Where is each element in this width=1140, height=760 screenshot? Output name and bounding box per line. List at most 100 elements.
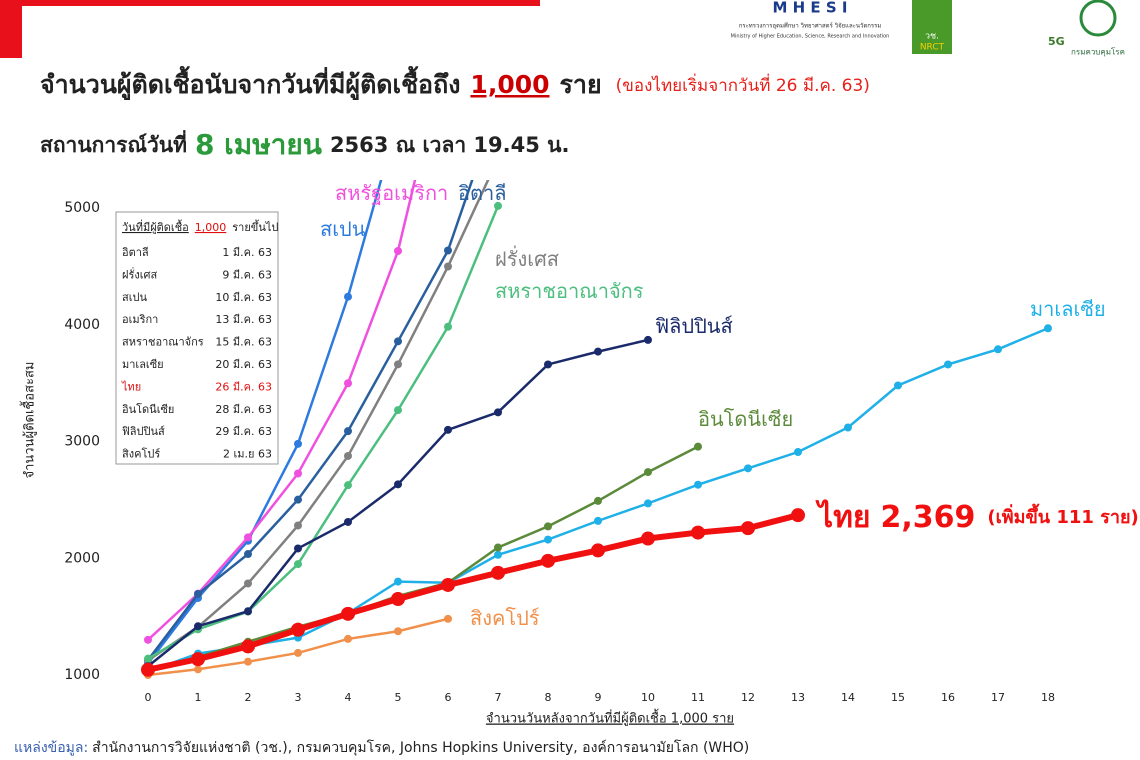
x-tick-label: 8 (545, 691, 552, 704)
point (394, 480, 402, 489)
plot-area (141, 180, 1052, 679)
point (494, 408, 502, 417)
point (794, 448, 802, 457)
series-name: สหรัฐอเมริกา (335, 181, 448, 205)
ddc-logo (1079, 0, 1117, 37)
point (491, 565, 505, 580)
table-date: 2 เม.ย 63 (223, 448, 272, 461)
table-date: 26 มี.ค. 63 (215, 380, 272, 393)
point (191, 652, 205, 667)
table-date: 9 มี.ค. 63 (222, 268, 272, 281)
top-bar (0, 0, 540, 6)
point (194, 665, 202, 674)
point (294, 560, 302, 569)
nrct-logo (912, 0, 952, 54)
table-date: 10 มี.ค. 63 (215, 291, 272, 304)
point (394, 337, 402, 346)
point (294, 521, 302, 530)
point (291, 622, 305, 637)
source-text: สำนักงานการวิจัยแห่งชาติ (วช.), กรมควบคุ… (92, 739, 749, 756)
x-tick-label: 14 (841, 691, 855, 704)
x-axis-label: จำนวนวันหลังจากวันที่มีผู้ติดเชื้อ 1,000… (486, 709, 734, 727)
y-tick-label: 4000 (64, 317, 100, 333)
source-label: แหล่งข้อมูล: (14, 740, 88, 756)
series-labels: สเปน สหรัฐอเมริกา อิตาลีฝรั่งเศสสหราชอาณาจ… (320, 181, 1139, 630)
table-country: สหราชอาณาจักร (122, 336, 204, 349)
table-country: อเมริกา (122, 313, 158, 326)
table-country: ไทย (121, 380, 141, 393)
point (1044, 324, 1052, 333)
series-label: ไทย 2,369 (เพิ่มขึ้น 111 ราย) (815, 499, 1139, 535)
point (591, 543, 605, 558)
point (444, 262, 452, 271)
point (544, 360, 552, 369)
point (344, 427, 352, 436)
ddc: กรมควบคุมโรค (1071, 47, 1125, 57)
point (244, 607, 252, 616)
point (694, 442, 702, 451)
x-tick-label: 9 (595, 691, 602, 704)
point (994, 345, 1002, 354)
point (644, 468, 652, 477)
point (294, 439, 302, 448)
point (544, 535, 552, 544)
point (394, 406, 402, 415)
point (444, 246, 452, 255)
subtitle: สถานการณ์วันที่ 8 เมษายน 2563 ณ เวลา 19.45… (40, 128, 570, 161)
x-tick-label: 11 (691, 691, 705, 704)
y-tick-label: 2000 (64, 550, 100, 566)
logo-mhesi: M H E S I (773, 0, 848, 17)
point (644, 499, 652, 508)
point (144, 635, 152, 644)
subtitle-time: 2563 ณ เวลา 19.45 น. (330, 133, 570, 157)
x-tick-label: 5 (395, 691, 402, 704)
nrct-en: NRCT (920, 43, 945, 53)
x-tick-label: 0 (145, 691, 152, 704)
point (894, 381, 902, 390)
x-tick-label: 2 (245, 691, 252, 704)
series-label: สิงคโปร์ (470, 606, 540, 630)
table-date: 20 มี.ค. 63 (215, 358, 272, 371)
point (494, 550, 502, 559)
series-name: สิงคโปร์ (470, 606, 540, 630)
table-country: สิงคโปร์ (122, 447, 161, 461)
table-country: ฟิลิปปินส์ (122, 425, 166, 438)
point (244, 533, 252, 542)
point (394, 577, 402, 586)
series-label: อินโดนีเซีย (698, 407, 793, 431)
point (344, 292, 352, 301)
ministry-en: Ministry of Higher Education, Science, R… (731, 34, 890, 40)
point (544, 522, 552, 531)
title: จำนวนผู้ติดเชื้อนับจากวันที่มีผู้ติดเชื้… (40, 65, 870, 101)
point (691, 525, 705, 540)
table-country: อิตาลี (122, 246, 149, 259)
table-date: 13 มี.ค. 63 (215, 313, 272, 326)
series-line (147, 512, 799, 673)
table-box (115, 211, 279, 465)
point (394, 246, 402, 255)
point (341, 606, 355, 621)
point (344, 517, 352, 526)
point (344, 481, 352, 490)
x-tick-label: 16 (941, 691, 955, 704)
x-tick-label: 12 (741, 691, 755, 704)
title-number: 1,000 (470, 70, 549, 99)
title-unit: ราย (560, 70, 602, 99)
ministry-th: กระทรวงการอุดมศึกษา วิทยาศาสตร์ วิจัยและ… (739, 22, 882, 30)
point (141, 662, 155, 677)
point (594, 516, 602, 525)
annotation: (เพิ่มขึ้น 111 ราย) (987, 503, 1138, 528)
series-line (147, 180, 474, 661)
point (441, 577, 455, 592)
x-tick-label: 7 (495, 691, 502, 704)
point (344, 379, 352, 388)
point (294, 544, 302, 553)
title-note: (ของไทยเริ่มจากวันที่ 26 มี.ค. 63) (616, 73, 870, 96)
series-name: อิตาลี (458, 181, 507, 205)
x-tick-label: 1 (195, 691, 202, 704)
point (294, 648, 302, 657)
point (344, 634, 352, 643)
point (294, 495, 302, 504)
table-header-text: วันที่มีผู้ติดเชื้อ (122, 219, 189, 234)
